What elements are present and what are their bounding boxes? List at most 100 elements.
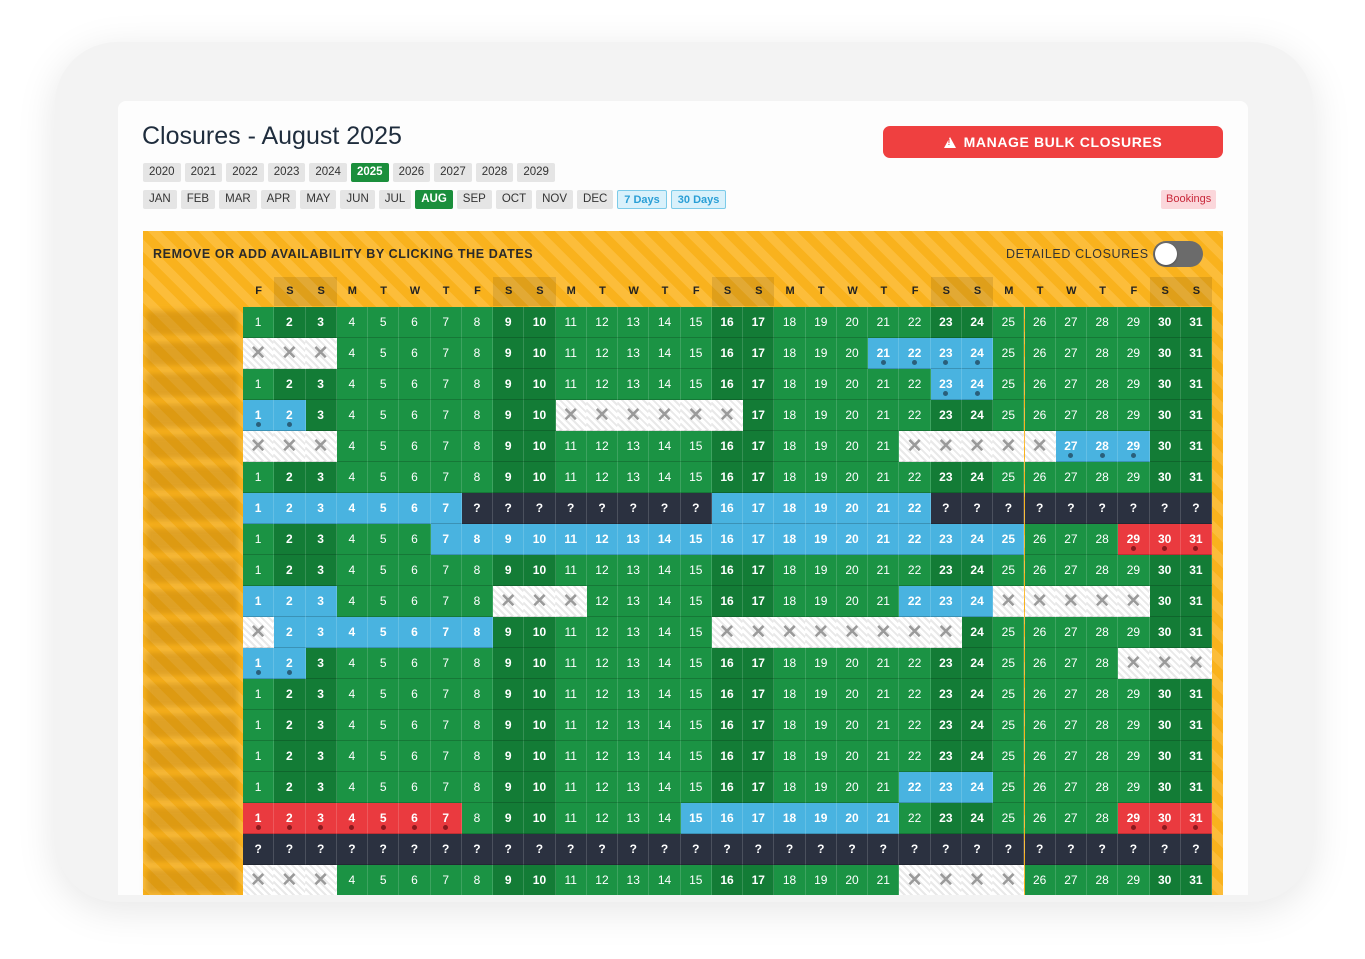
date-cell-open[interactable]: 28	[1087, 338, 1119, 369]
date-cell-open[interactable]: 29	[1118, 741, 1150, 772]
date-cell-open[interactable]: 27	[1055, 710, 1087, 741]
date-cell-open[interactable]: 13	[618, 648, 650, 679]
date-cell-open[interactable]: 28	[1087, 524, 1119, 555]
date-cell-unavailable[interactable]: ✕	[993, 865, 1025, 895]
date-cell-open[interactable]: 2	[274, 307, 306, 338]
date-cell-open[interactable]: 25	[993, 369, 1025, 400]
date-cell-booked[interactable]: 1	[243, 648, 275, 679]
date-cell-open[interactable]: 8	[461, 431, 494, 462]
date-cell-open[interactable]: 20	[836, 431, 869, 462]
year-button-2029[interactable]: 2029	[517, 163, 555, 182]
date-cell-open[interactable]: 28	[1087, 772, 1119, 803]
date-cell-open[interactable]: 18	[774, 741, 806, 772]
date-cell-open[interactable]: 25	[993, 710, 1025, 741]
year-button-2028[interactable]: 2028	[475, 163, 514, 182]
date-cell-open[interactable]: 17	[743, 369, 775, 400]
date-cell-open[interactable]: 23	[930, 462, 962, 493]
date-cell-open[interactable]: 26	[1024, 865, 1056, 895]
date-cell-open[interactable]: 6	[399, 369, 431, 400]
date-cell-open[interactable]: 20	[836, 710, 869, 741]
date-cell-open[interactable]: 4	[336, 307, 369, 338]
date-cell-open[interactable]: 18	[774, 586, 806, 617]
date-cell-open[interactable]: 30	[1149, 307, 1181, 338]
date-cell-unknown[interactable]: ?	[399, 834, 431, 865]
date-cell-open[interactable]: 15	[680, 679, 712, 710]
date-cell-open[interactable]: 4	[336, 648, 369, 679]
date-cell-open[interactable]: 17	[743, 431, 775, 462]
date-cell-open[interactable]: 10	[524, 803, 556, 834]
date-cell-open[interactable]: 16	[711, 431, 744, 462]
date-cell-open[interactable]: 15	[680, 865, 712, 895]
date-cell-open[interactable]: 17	[743, 865, 775, 895]
date-cell-unavailable[interactable]: ✕	[555, 586, 587, 617]
date-cell-open[interactable]: 27	[1055, 400, 1087, 431]
date-cell-open[interactable]: 7	[430, 555, 462, 586]
date-cell-open[interactable]: 14	[649, 741, 681, 772]
date-cell-booked[interactable]: 18	[774, 493, 806, 524]
date-cell-open[interactable]: 7	[430, 648, 462, 679]
date-cell-booked[interactable]: 23	[930, 586, 962, 617]
date-cell-open[interactable]: 27	[1055, 338, 1087, 369]
date-cell-open[interactable]: 26	[1024, 400, 1056, 431]
date-cell-open[interactable]: 6	[399, 400, 431, 431]
date-cell-open[interactable]: 29	[1118, 338, 1150, 369]
date-cell-open[interactable]: 31	[1180, 555, 1213, 586]
date-cell-unavailable[interactable]: ✕	[305, 865, 337, 895]
date-cell-open[interactable]: 25	[993, 307, 1025, 338]
date-cell-open[interactable]: 29	[1118, 617, 1150, 648]
date-cell-booked[interactable]: 3	[305, 617, 337, 648]
date-cell-open[interactable]: 30	[1149, 865, 1181, 895]
date-cell-open[interactable]: 24	[961, 555, 994, 586]
date-cell-unavailable[interactable]: ✕	[1087, 586, 1119, 617]
date-cell-open[interactable]: 25	[993, 803, 1025, 834]
date-cell-open[interactable]: 5	[368, 555, 400, 586]
detailed-closures-toggle[interactable]	[1153, 241, 1203, 267]
date-cell-booked[interactable]: 11	[555, 524, 587, 555]
date-cell-open[interactable]: 16	[711, 679, 744, 710]
date-cell-booked[interactable]: 21	[868, 803, 900, 834]
date-cell-open[interactable]: 24	[961, 803, 994, 834]
date-cell-open[interactable]: 11	[555, 741, 587, 772]
date-cell-open[interactable]: 15	[680, 772, 712, 803]
date-cell-unknown[interactable]: ?	[274, 834, 306, 865]
date-cell-unavailable[interactable]: ✕	[930, 865, 962, 895]
date-cell-open[interactable]: 9	[493, 555, 525, 586]
date-cell-open[interactable]: 31	[1180, 772, 1213, 803]
date-cell-unknown[interactable]: ?	[1087, 834, 1119, 865]
date-cell-open[interactable]: 31	[1180, 710, 1213, 741]
date-cell-open[interactable]: 30	[1149, 741, 1181, 772]
date-cell-open[interactable]: 14	[649, 338, 681, 369]
month-button-aug[interactable]: AUG	[415, 190, 453, 209]
date-cell-open[interactable]: 20	[836, 369, 869, 400]
date-cell-open[interactable]: 28	[1087, 710, 1119, 741]
date-cell-open[interactable]: 11	[555, 307, 587, 338]
date-cell-unknown[interactable]: ?	[305, 834, 337, 865]
date-cell-booked[interactable]: 15	[680, 524, 712, 555]
date-cell-open[interactable]: 16	[711, 710, 744, 741]
date-cell-open[interactable]: 22	[899, 400, 931, 431]
date-cell-booked[interactable]: 7	[430, 617, 462, 648]
date-cell-booked[interactable]: 20	[836, 493, 869, 524]
date-cell-open[interactable]: 3	[305, 307, 337, 338]
date-cell-open[interactable]: 7	[430, 741, 462, 772]
date-cell-unknown[interactable]: ?	[711, 834, 744, 865]
date-cell-unavailable[interactable]: ✕	[305, 431, 337, 462]
date-cell-unknown[interactable]: ?	[1180, 834, 1213, 865]
date-cell-open[interactable]: 27	[1055, 462, 1087, 493]
date-cell-open[interactable]: 21	[868, 555, 900, 586]
date-cell-booked[interactable]: 28	[1087, 431, 1119, 462]
date-cell-booked[interactable]: 6	[399, 617, 431, 648]
date-cell-open[interactable]: 3	[305, 555, 337, 586]
date-cell-booked[interactable]: 14	[649, 524, 681, 555]
date-cell-open[interactable]: 16	[711, 865, 744, 895]
date-cell-open[interactable]: 2	[274, 710, 306, 741]
date-cell-open[interactable]: 30	[1149, 338, 1181, 369]
date-cell-open[interactable]: 9	[493, 648, 525, 679]
date-cell-open[interactable]: 3	[305, 524, 337, 555]
date-cell-open[interactable]: 6	[399, 338, 431, 369]
date-cell-open[interactable]: 1	[243, 307, 275, 338]
date-cell-open[interactable]: 18	[774, 710, 806, 741]
date-cell-open[interactable]: 20	[836, 555, 869, 586]
date-cell-booked[interactable]: 9	[493, 524, 525, 555]
date-cell-open[interactable]: 2	[274, 524, 306, 555]
